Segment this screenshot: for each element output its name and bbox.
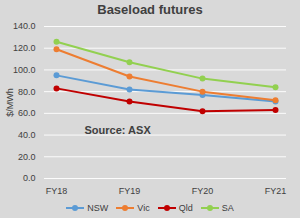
svg-text:120.0: 120.0 (13, 43, 36, 53)
svg-text:FY21: FY21 (265, 186, 287, 196)
svg-text:FY20: FY20 (192, 186, 214, 196)
html-text:Qld: Qld (178, 203, 193, 213)
svg-text:FY19: FY19 (119, 186, 141, 196)
svg-text:40.0: 40.0 (18, 130, 36, 140)
svg-text:FY18: FY18 (46, 186, 68, 196)
svg-text:140.0: 140.0 (13, 21, 36, 31)
svg-text:20.0: 20.0 (18, 152, 36, 162)
svg-text:$/MWh: $/MWh (5, 88, 15, 117)
html-text:Vic: Vic (137, 203, 150, 213)
html-text:NSW: NSW (87, 203, 109, 213)
svg-text:0.0: 0.0 (23, 173, 36, 183)
svg-text:60.0: 60.0 (18, 108, 36, 118)
svg-text:Source: ASX: Source: ASX (85, 124, 152, 136)
svg-text:100.0: 100.0 (13, 65, 36, 75)
svg-text:80.0: 80.0 (18, 87, 36, 97)
html-text:SA: SA (221, 203, 234, 213)
html-text:Baseload futures: Baseload futures (97, 2, 203, 17)
